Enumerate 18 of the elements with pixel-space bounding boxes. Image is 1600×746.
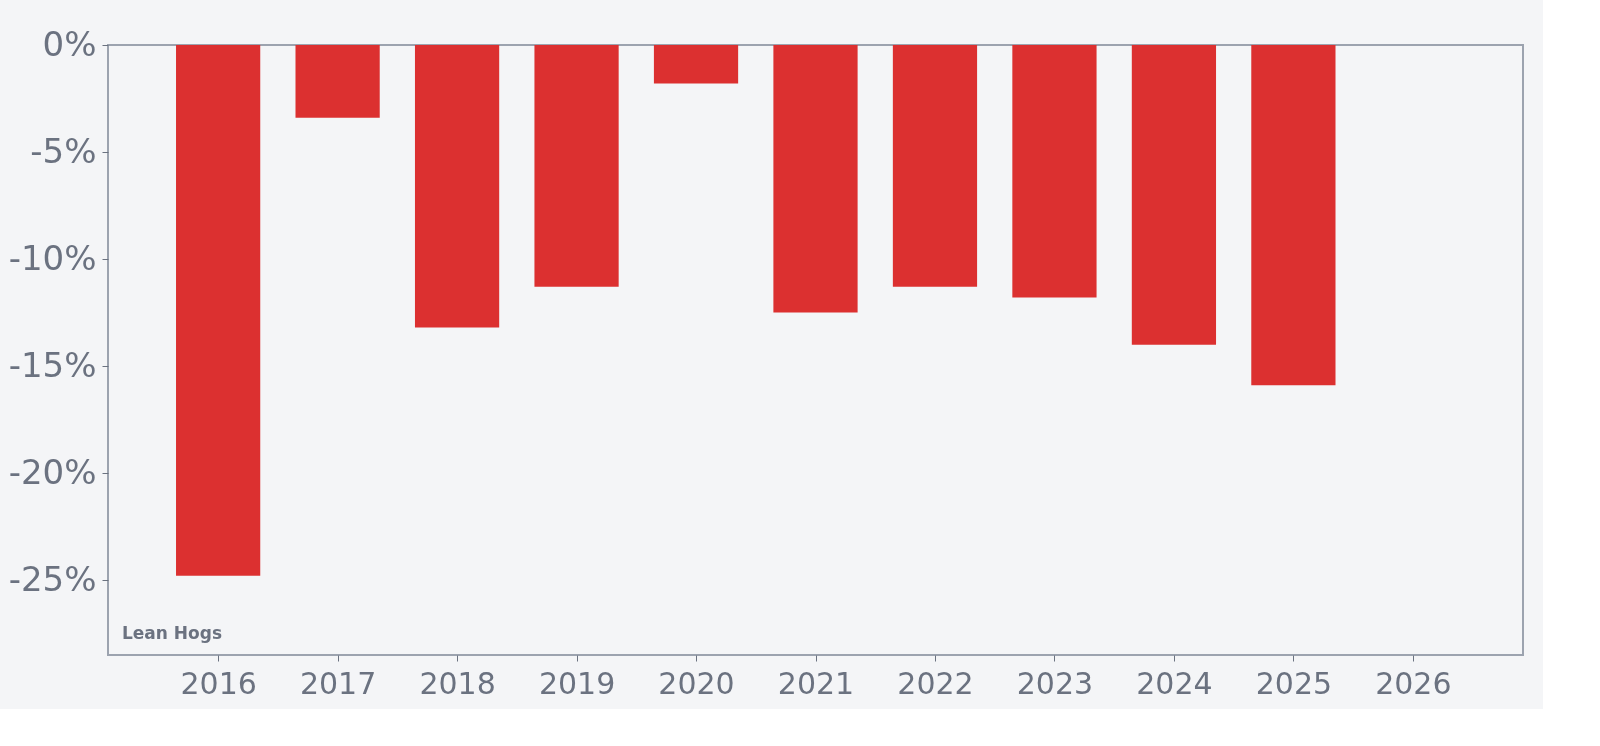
- y-tick-label: 0%: [42, 23, 97, 64]
- y-tick-label: -5%: [30, 130, 97, 171]
- x-tick-label: 2018: [419, 665, 496, 701]
- annotation: Lean Hogs: [122, 623, 223, 643]
- x-tick-label: 2023: [1016, 665, 1094, 701]
- x-tick-label: 2024: [1136, 665, 1213, 701]
- x-tick-label: 2019: [538, 665, 616, 701]
- y-tick-label: -25%: [8, 558, 97, 599]
- x-tick-label: 2016: [180, 665, 257, 701]
- x-tick-label: 2026: [1375, 665, 1452, 701]
- y-tick-label: -20%: [8, 451, 97, 492]
- y-tick-label: -10%: [8, 237, 97, 278]
- y-tick-label: -15%: [8, 344, 97, 385]
- x-tick-label: 2017: [299, 665, 377, 701]
- x-tick-label: 2022: [897, 665, 974, 701]
- x-tick-label: 2021: [777, 665, 855, 701]
- x-tick-label: 2020: [658, 665, 735, 701]
- x-tick-label: 2025: [1255, 665, 1333, 701]
